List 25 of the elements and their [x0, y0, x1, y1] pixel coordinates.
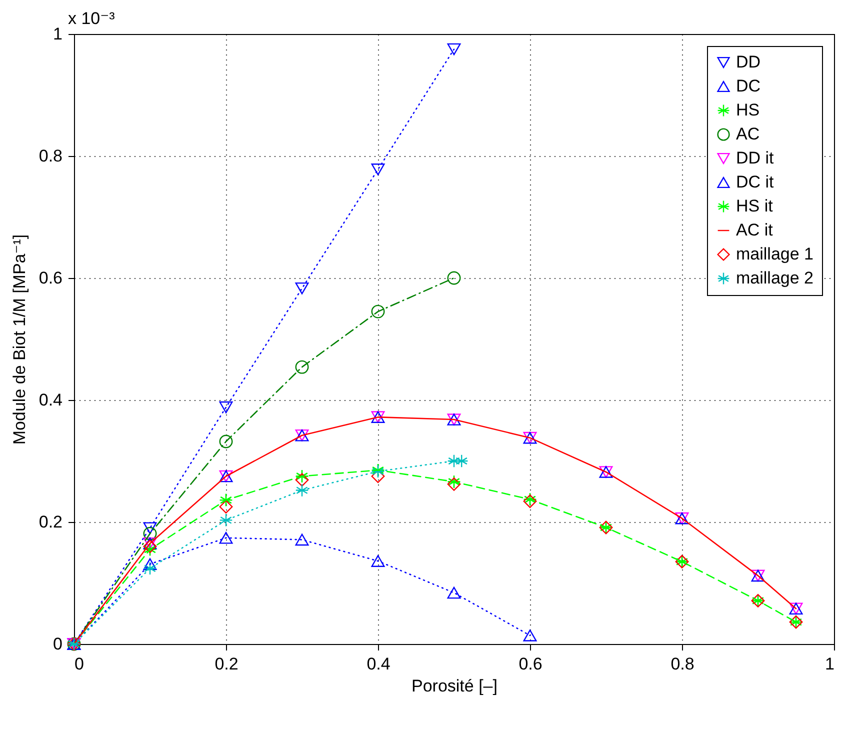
x-tick-label: 0 — [74, 654, 84, 674]
y-tick-label: 0.6 — [38, 268, 62, 288]
y-axis-title: Module de Biot 1/M [MPa⁻¹] — [10, 234, 29, 445]
y-tick-label: 0 — [53, 634, 62, 654]
x-tick-label: 0.2 — [214, 654, 238, 674]
y-tick-label: 0.2 — [38, 512, 62, 532]
legend-label: DD — [736, 52, 761, 72]
legend-label: maillage 2 — [736, 268, 814, 288]
legend-label: AC it — [736, 220, 774, 240]
x-tick-label: 0.4 — [366, 654, 390, 674]
x-tick-label: 0.6 — [518, 654, 542, 674]
text: x 10⁻³ — [68, 9, 116, 28]
x-tick-label: 0.8 — [670, 654, 694, 674]
legend-label: DC it — [736, 172, 774, 192]
legend-label: DD it — [736, 148, 774, 168]
legend-label: HS it — [736, 196, 774, 216]
y-tick-label: 0.8 — [38, 146, 62, 166]
x-axis-title: Porosité [–] — [412, 676, 498, 696]
y-tick-label: 0.4 — [38, 390, 62, 410]
y-tick-label: 1 — [53, 24, 62, 44]
legend-label: AC — [736, 124, 760, 144]
legend-label: maillage 1 — [736, 244, 814, 264]
x-tick-label: 1 — [825, 654, 834, 674]
legend-label: HS — [736, 100, 760, 120]
legend-label: DC — [736, 76, 761, 96]
